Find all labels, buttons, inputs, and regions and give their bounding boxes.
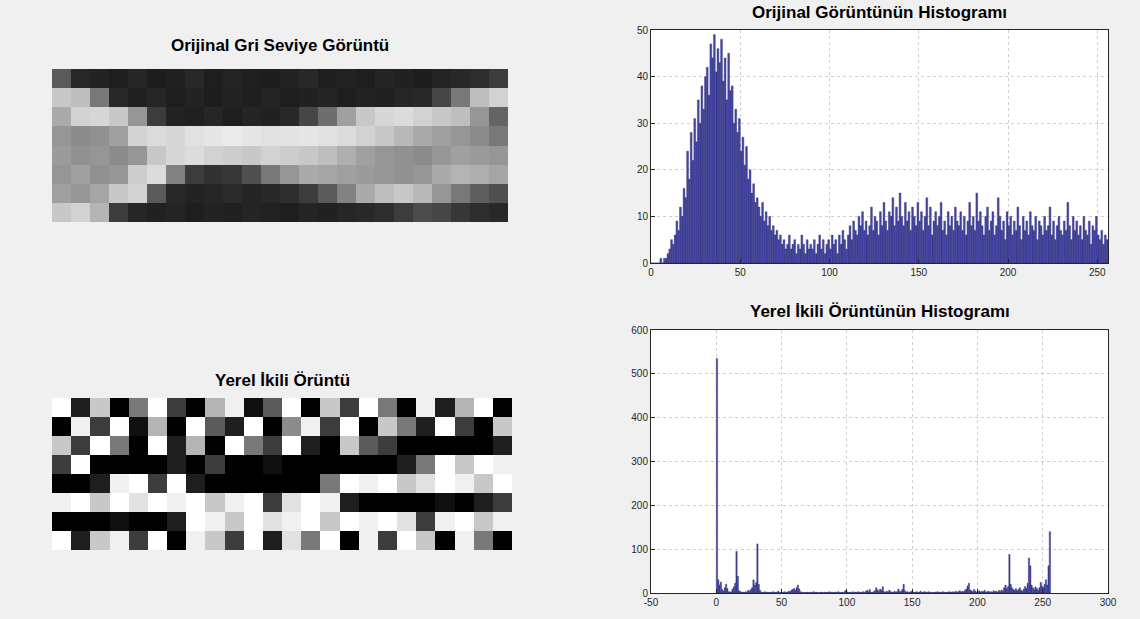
svg-text:250: 250: [1034, 597, 1051, 608]
svg-text:Yerel İkili Örüntünün Histogra: Yerel İkili Örüntünün Histogramı: [750, 302, 1010, 321]
svg-text:20: 20: [637, 164, 649, 175]
svg-text:50: 50: [735, 267, 747, 278]
svg-text:Orijinal Gri Seviye Görüntü: Orijinal Gri Seviye Görüntü: [171, 36, 389, 55]
svg-text:100: 100: [821, 267, 838, 278]
svg-text:150: 150: [910, 267, 927, 278]
svg-text:200: 200: [631, 500, 648, 511]
svg-text:150: 150: [904, 597, 921, 608]
svg-text:-50: -50: [644, 597, 659, 608]
svg-text:200: 200: [969, 597, 986, 608]
svg-text:100: 100: [839, 597, 856, 608]
svg-text:0: 0: [642, 258, 648, 269]
svg-text:30: 30: [637, 118, 649, 129]
svg-text:Orijinal Görüntünün Histogramı: Orijinal Görüntünün Histogramı: [752, 3, 1007, 22]
svg-text:200: 200: [1000, 267, 1017, 278]
svg-text:50: 50: [637, 25, 649, 36]
svg-text:Yerel İkili Örüntü: Yerel İkili Örüntü: [215, 371, 350, 390]
svg-text:50: 50: [776, 597, 788, 608]
svg-text:0: 0: [714, 597, 720, 608]
svg-text:500: 500: [631, 368, 648, 379]
svg-text:40: 40: [637, 71, 649, 82]
svg-text:250: 250: [1089, 267, 1106, 278]
svg-text:300: 300: [1100, 597, 1117, 608]
svg-text:0: 0: [648, 267, 654, 278]
svg-text:0: 0: [642, 588, 648, 599]
svg-text:10: 10: [637, 211, 649, 222]
svg-text:400: 400: [631, 412, 648, 423]
svg-text:300: 300: [631, 456, 648, 467]
svg-text:100: 100: [631, 544, 648, 555]
svg-text:600: 600: [631, 325, 648, 336]
